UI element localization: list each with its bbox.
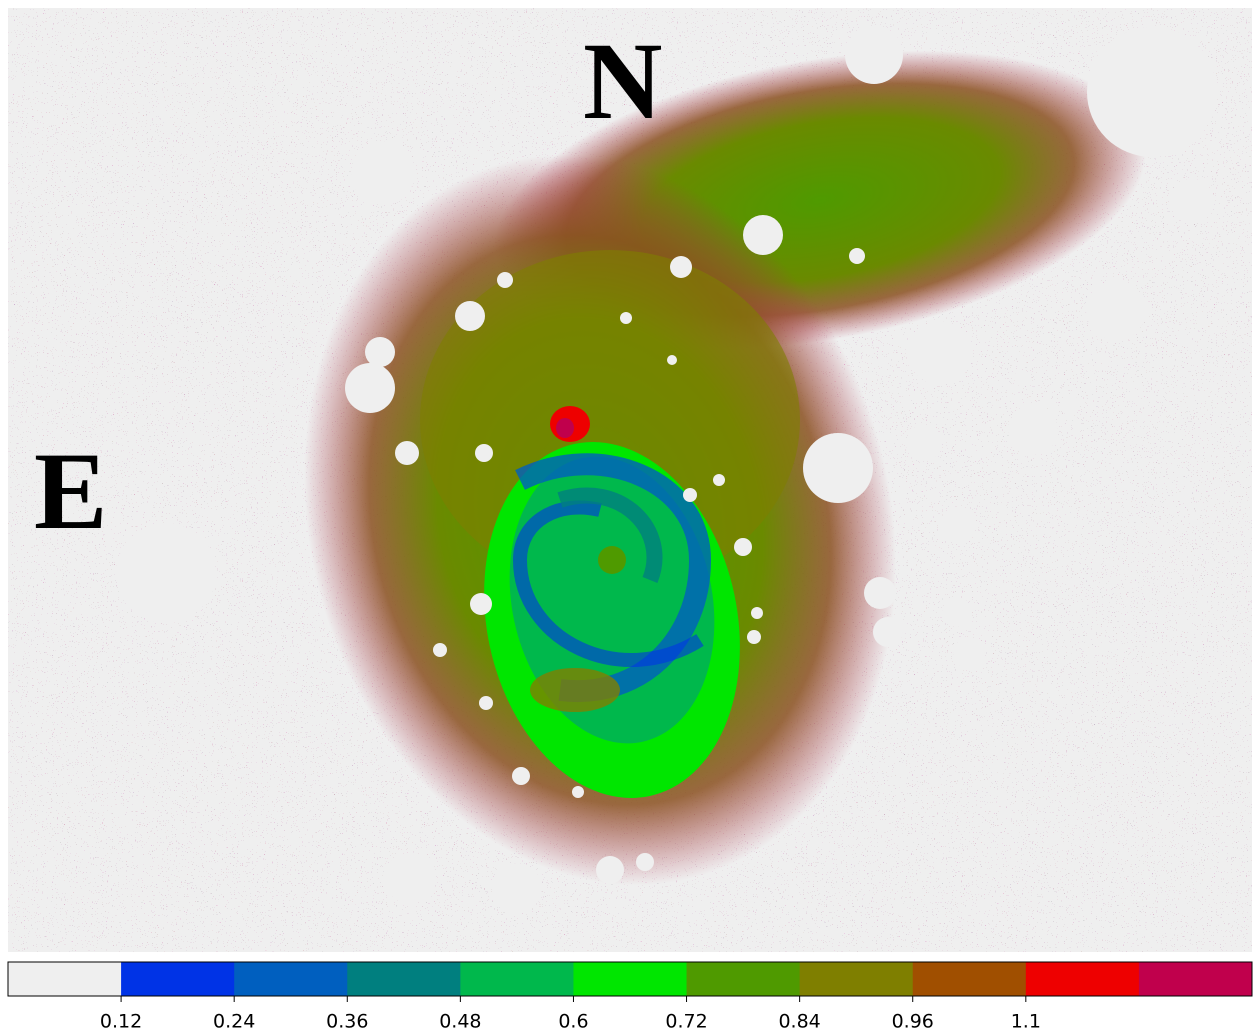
tick-label: 0.96 (892, 1011, 934, 1033)
colorbar-segment (121, 962, 235, 996)
north-label: N (583, 20, 662, 142)
colorbar-segment (573, 962, 687, 996)
tick-label: 0.48 (439, 1011, 481, 1033)
colorbar-segment (8, 962, 122, 996)
galaxy-image (8, 5, 1252, 953)
colorbar-segment (1139, 962, 1253, 996)
colorbar-segment (687, 962, 801, 996)
colorbar-segment (347, 962, 461, 996)
tick-label: 0.24 (213, 1011, 255, 1033)
colorbar-segment (460, 962, 574, 996)
tick-label: 0.72 (665, 1011, 707, 1033)
tick-label: 0.36 (326, 1011, 368, 1033)
tick-label: 0.84 (778, 1011, 820, 1033)
tick-label: 0.12 (100, 1011, 142, 1033)
tick-label: 1.1 (1011, 1011, 1041, 1033)
tick-label: 0.6 (558, 1011, 588, 1033)
colorbar-segment (913, 962, 1027, 996)
colorbar-segment (800, 962, 914, 996)
colorbar-segment (1026, 962, 1140, 996)
east-label: E (34, 430, 107, 552)
colorbar: 0.12 0.24 0.36 0.48 0.6 0.72 0.84 0.96 1.1 (8, 962, 1253, 1033)
figure: N E 0.12 0.24 0.36 0.48 0.6 0.72 0.84 0.96 1.1 (0, 0, 1254, 1036)
colorbar-segment (234, 962, 348, 996)
